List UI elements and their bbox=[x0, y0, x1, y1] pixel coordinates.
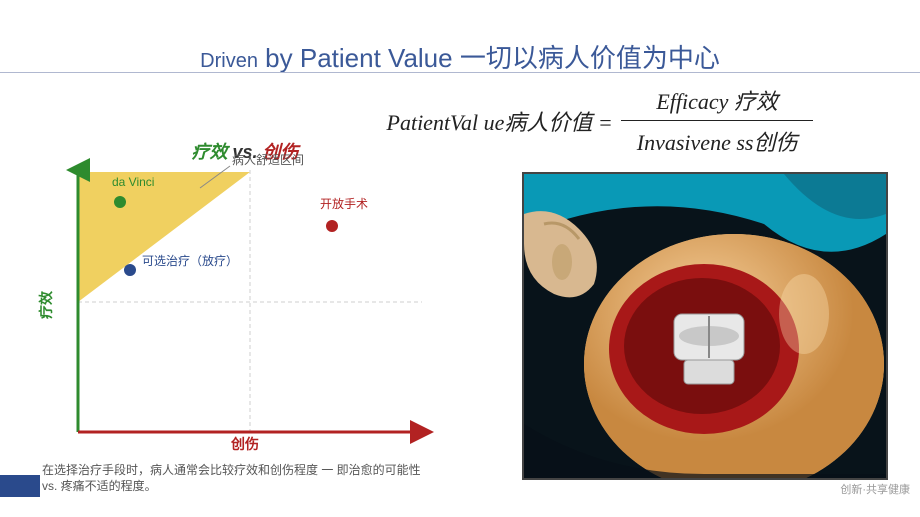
y-axis-label: 疗效 bbox=[36, 291, 56, 319]
formula-lhs: PatientVal ue病人价值 = bbox=[387, 105, 613, 137]
point-da-vinci bbox=[114, 196, 126, 208]
chart-svg: 病人舒适区间 da Vinci 开放手术可选治疗（放疗） bbox=[50, 140, 440, 450]
slide-title: Driven by Patient Value 一切以病人价值为中心 bbox=[0, 38, 920, 75]
comfort-zone-region bbox=[78, 172, 250, 302]
label-da-vinci: da Vinci bbox=[112, 175, 154, 189]
label-open-surgery: 开放手术 bbox=[320, 196, 368, 211]
point-optional-therapy bbox=[124, 264, 136, 276]
corner-accent bbox=[0, 475, 40, 497]
title-rest: by Patient Value 一切以病人价值为中心 bbox=[258, 43, 720, 73]
point-open-surgery bbox=[326, 220, 338, 232]
formula-numerator: Efficacy 疗效 bbox=[640, 82, 794, 118]
title-underline bbox=[0, 72, 920, 73]
footer-tagline: 创新·共享健康 bbox=[840, 481, 910, 497]
surgery-photo bbox=[522, 172, 888, 480]
title-driven: Driven bbox=[200, 50, 258, 72]
chart-caption: 在选择治疗手段时，病人通常会比较疗效和创伤程度 一 即治愈的可能性 vs. 疼痛… bbox=[42, 462, 422, 494]
comfort-zone-label: 病人舒适区间 bbox=[232, 152, 304, 167]
x-axis-label: 创伤 bbox=[50, 434, 440, 454]
label-optional-therapy: 可选治疗（放疗） bbox=[142, 253, 238, 268]
formula-denominator: Invasivene ss创伤 bbox=[621, 123, 814, 159]
formula-bar bbox=[621, 120, 814, 121]
efficacy-vs-invasiveness-chart: 疗效 vs. 创伤 病人舒适区间da Vinci开放手术可选治疗（放疗） 疗效 … bbox=[50, 140, 440, 450]
